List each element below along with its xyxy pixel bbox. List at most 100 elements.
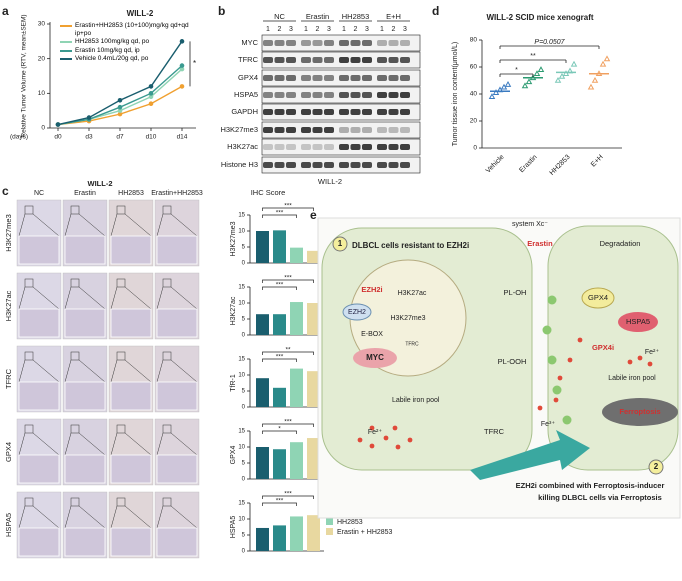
y-tick-label: 10 [238,373,245,379]
legend-swatch [60,25,72,27]
legend-text: Erastin + HH2853 [337,529,393,536]
band [274,109,285,115]
legend-swatch [326,518,333,525]
band [324,162,334,168]
diagram-label: DLBCL cells resistant to EZH2i [352,241,469,250]
iron-dot [647,361,653,367]
band [377,75,387,81]
marker [179,84,185,89]
zoom-box [116,278,126,288]
significance-bracket [262,279,314,283]
band [400,40,410,46]
y-tick-label: 15 [238,429,245,435]
blot-frame [261,121,421,139]
y-axis-label: GPX4 [230,446,237,465]
panel-title: IHC Score [251,188,286,197]
zoom-image [110,527,152,557]
marker [179,66,185,72]
y-axis-label: H3K27ac [230,296,237,325]
marker [117,104,123,110]
band [388,40,399,46]
band [263,144,273,150]
lane-label: 3 [365,26,369,33]
bar [256,447,269,479]
band [263,75,273,81]
band [400,57,410,63]
bar [307,438,320,479]
zoom-box [24,278,34,288]
x-tick-label: d7 [116,134,124,141]
point [587,83,595,90]
band [274,162,285,168]
significance: *** [284,419,292,426]
significance-bracket [262,214,297,218]
iron-dot [557,375,563,381]
y-tick-label: 5 [242,389,246,395]
y-tick-label: 0 [41,125,45,132]
marker [148,91,154,96]
band [286,109,296,115]
band [324,92,334,98]
lane-label: 2 [278,26,282,33]
band [274,75,285,81]
zoom-box [70,351,80,361]
band [377,162,387,168]
y-tick-label: 0 [242,549,246,555]
significance: *** [276,498,284,505]
significance: ** [530,53,536,60]
row-label: HSPA5 [4,513,13,537]
zoom-image [64,527,106,557]
band [339,57,349,63]
zoom-lines [110,505,152,529]
iron-dot [392,425,398,431]
chart-title: WILL-2 [127,9,154,18]
y-tick-label: 15 [238,285,245,291]
iron-dot [553,397,559,403]
y-tick-label: 15 [238,357,245,363]
zoom-box [70,205,80,215]
significance-bracket [262,430,297,434]
band [263,109,273,115]
bar [290,368,303,407]
zoom-image [18,308,60,338]
band [312,75,323,81]
legend-text: Vehicle 0.4mL/20g qd, po [75,55,149,62]
zoom-image [18,235,60,265]
band [377,144,387,150]
diagram-label: 1 [338,239,343,248]
iron-dot [567,357,573,363]
x-tick-label: d0 [54,134,62,141]
zoom-image [18,454,60,484]
diagram-label: PL-OOH [498,357,527,366]
bar [307,303,320,335]
significance-bracket [262,495,314,499]
row-label: HSPA5 [234,90,258,99]
band [400,92,410,98]
iron-dot [369,443,375,449]
group-label: Erastin [306,12,329,21]
band [388,109,399,115]
y-axis-label: HSPA5 [230,516,237,539]
band [274,144,285,150]
zoom-image [64,454,106,484]
panel-label: a [2,4,9,18]
band [388,57,399,63]
row-label: Histone H3 [221,160,258,169]
legend-swatch [326,528,333,535]
legend-text: HH2853 100mg/kg qd, po [75,38,150,45]
band [339,109,349,115]
band [301,144,311,150]
diagram-label: killing DLBCL cells via Ferroptosis [538,493,662,502]
y-tick-label: 20 [470,118,478,125]
band [312,162,323,168]
zoom-image [156,381,198,411]
significance-bracket [262,351,314,355]
row-label: H3K27ac [4,290,13,321]
significance: * [515,67,518,74]
band [377,127,387,133]
y-tick-label: 0 [242,333,246,339]
band [377,40,387,46]
point [488,93,496,99]
significance: *** [276,210,284,217]
